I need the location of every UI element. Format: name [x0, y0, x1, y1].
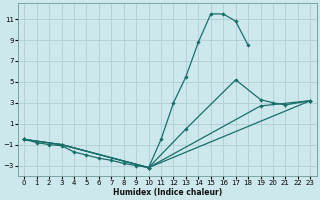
X-axis label: Humidex (Indice chaleur): Humidex (Indice chaleur) [113, 188, 222, 197]
